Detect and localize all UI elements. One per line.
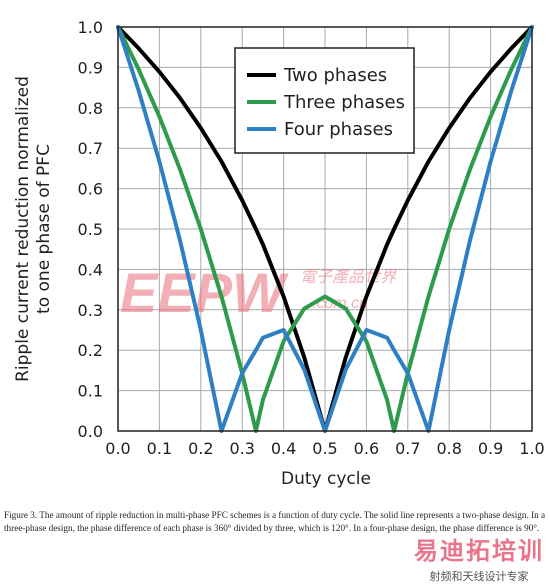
plot-frame (117, 26, 533, 432)
tick-labels: 0.0 0.1 0.2 0.3 0.4 0.5 0.6 0.7 0.8 0.9 1.0 0.0 0.1 0… (78, 18, 545, 458)
y-axis-title-line-2: to one phase of PFC (34, 144, 54, 314)
x-tick-label: 0.5 (312, 439, 337, 458)
x-tick-label: 0.6 (354, 439, 379, 458)
chart: EEPW 電子產品世界 .com.cn 0.0 0.1 0.2 0.3 0.4 0.5 0.… (13, 18, 545, 489)
y-tick-label: 0.3 (78, 301, 103, 320)
y-tick-label: 0.7 (78, 139, 103, 158)
stamp-main-text: 易迪拓培训 (414, 537, 544, 565)
x-tick-label: 0.2 (188, 439, 213, 458)
y-tick-label: 0.4 (78, 260, 103, 279)
legend-label: Three phases (283, 92, 405, 113)
y-axis-title-line-1: Ripple current reduction normalized (13, 76, 33, 382)
series-line-three-phases (116, 25, 534, 433)
legend: Two phases Three phases Four phases (234, 47, 415, 154)
y-tick-label: 1.0 (78, 18, 103, 37)
y-tick-label: 0.8 (78, 99, 103, 118)
stamp-sub-text: 射频和天线设计专家 (429, 570, 529, 583)
legend-label: Two phases (283, 65, 387, 86)
figure-caption: Figure 3. The amount of ripple reduction… (4, 510, 546, 533)
x-tick-label: 0.7 (395, 439, 420, 458)
x-tick-label: 0.4 (271, 439, 296, 458)
x-tick-label: 0.8 (436, 439, 461, 458)
x-axis-title: Duty cycle (281, 469, 371, 489)
x-tick-label: 1.0 (519, 439, 544, 458)
legend-label: Four phases (284, 119, 393, 140)
watermark: EEPW 電子產品世界 .com.cn (120, 261, 397, 324)
x-tick-label: 0.0 (105, 439, 130, 458)
watermark-cn: 電子產品世界 (300, 268, 397, 286)
y-tick-label: 0.9 (78, 58, 103, 77)
watermark-main: EEPW (120, 261, 289, 324)
x-tick-label: 0.3 (229, 439, 254, 458)
y-tick-label: 0.2 (78, 341, 103, 360)
axes (117, 26, 533, 432)
y-tick-label: 0.5 (78, 220, 103, 239)
y-axis-title: Ripple current reduction normalized to o… (13, 76, 54, 382)
publisher-stamp: 易迪拓培训 射频和天线设计专家 (414, 531, 544, 584)
y-tick-label: 0.1 (78, 382, 103, 401)
y-tick-label: 0.0 (78, 422, 103, 441)
x-tick-label: 0.9 (478, 439, 503, 458)
x-tick-label: 0.1 (147, 439, 172, 458)
y-tick-label: 0.6 (78, 180, 103, 199)
